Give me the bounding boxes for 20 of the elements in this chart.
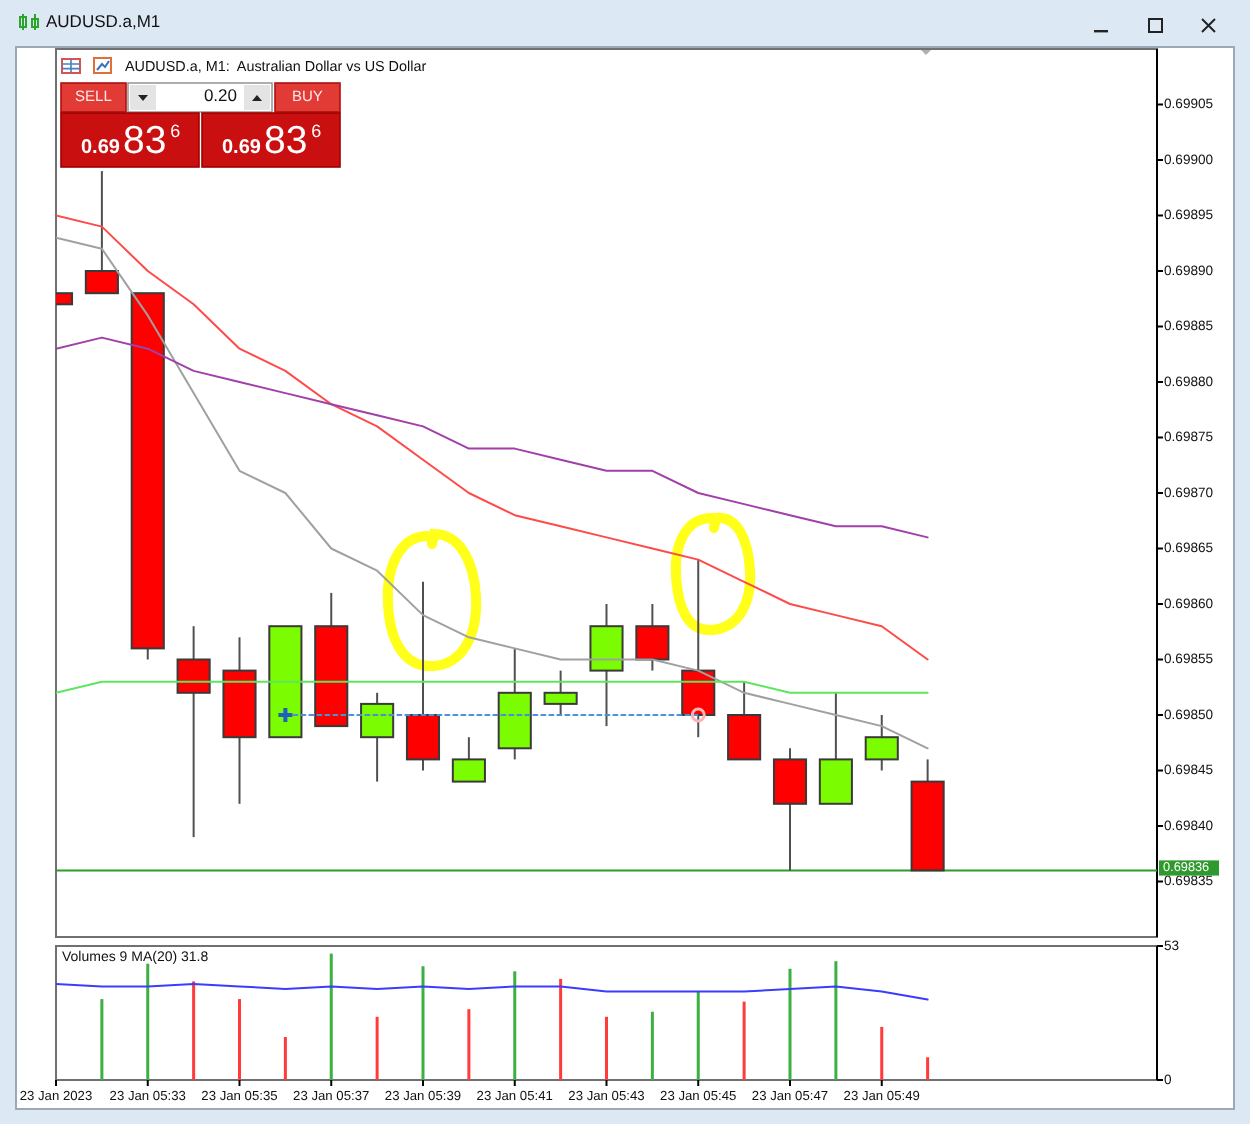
candlestick — [360, 691, 395, 783]
candlestick — [635, 603, 670, 672]
candlestick — [772, 747, 808, 872]
annotation: 0.20 — [203, 85, 238, 106]
annotation: 0.6983$^{6}$ — [81, 119, 181, 163]
line-series — [56, 982, 929, 1001]
chart-title: AUDUSD.a,M1 — [46, 11, 161, 32]
candlestick — [727, 680, 762, 761]
candlestick — [84, 170, 119, 295]
annotation: 0.6983$^{6}$ — [222, 119, 322, 163]
candlestick — [818, 691, 853, 805]
line-series — [56, 214, 929, 661]
line-series — [56, 336, 929, 539]
candlestick — [176, 625, 211, 839]
candlestick — [405, 580, 441, 772]
candlestick — [589, 603, 624, 728]
candlestick — [864, 714, 899, 772]
candlestick — [451, 736, 486, 783]
candlestick — [543, 669, 578, 716]
line-series — [56, 236, 929, 750]
